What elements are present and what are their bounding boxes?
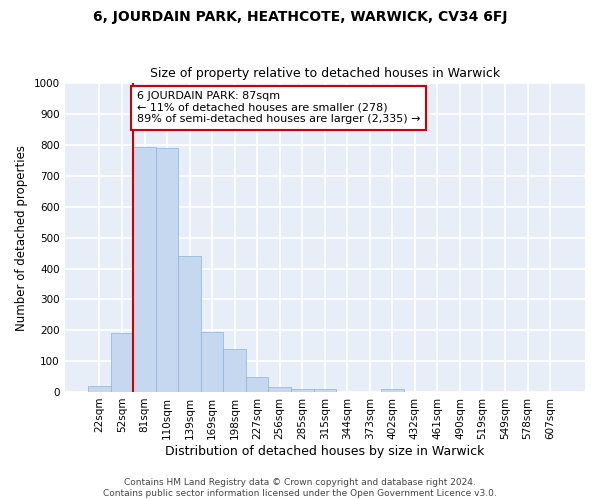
- Bar: [381, 389, 404, 392]
- Text: 6 JOURDAIN PARK: 87sqm
← 11% of detached houses are smaller (278)
89% of semi-de: 6 JOURDAIN PARK: 87sqm ← 11% of detached…: [137, 91, 420, 124]
- Bar: [201, 332, 223, 392]
- Bar: [178, 256, 201, 392]
- Bar: [268, 388, 291, 392]
- Bar: [156, 148, 178, 392]
- Bar: [246, 376, 268, 392]
- Bar: [88, 386, 111, 392]
- Bar: [133, 146, 156, 392]
- Title: Size of property relative to detached houses in Warwick: Size of property relative to detached ho…: [150, 66, 500, 80]
- X-axis label: Distribution of detached houses by size in Warwick: Distribution of detached houses by size …: [165, 444, 484, 458]
- Bar: [111, 334, 133, 392]
- Text: 6, JOURDAIN PARK, HEATHCOTE, WARWICK, CV34 6FJ: 6, JOURDAIN PARK, HEATHCOTE, WARWICK, CV…: [93, 10, 507, 24]
- Bar: [291, 389, 314, 392]
- Bar: [223, 349, 246, 392]
- Text: Contains HM Land Registry data © Crown copyright and database right 2024.
Contai: Contains HM Land Registry data © Crown c…: [103, 478, 497, 498]
- Y-axis label: Number of detached properties: Number of detached properties: [15, 144, 28, 330]
- Bar: [314, 389, 336, 392]
